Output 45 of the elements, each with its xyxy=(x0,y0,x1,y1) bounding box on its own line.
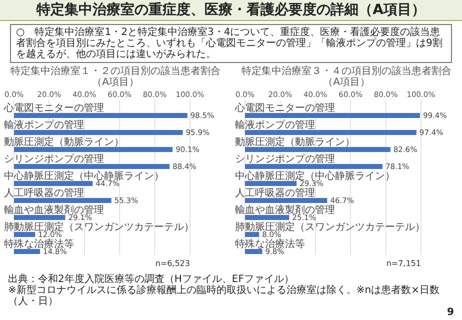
bar xyxy=(14,249,40,254)
text: n=7,151 xyxy=(386,259,421,268)
bar xyxy=(14,181,93,186)
bar xyxy=(14,164,170,169)
text: 9 xyxy=(447,307,454,318)
bar xyxy=(245,198,328,203)
bar xyxy=(245,249,262,254)
y-tick-label: 中心静脈圧測定（中心静脈ライン） xyxy=(235,170,395,182)
bar xyxy=(245,113,420,118)
bar xyxy=(14,130,183,135)
chart-title: 特定集中治療室３・４の項目別の該当患者割合（A項目） xyxy=(240,66,452,88)
text: ○ 特定集中治療室1・2と特定集中治療室3・4について、重症度、医療・看護必要度の該当患者割合を項目別にみたところ、いずれも「心電図モニターの管理」「輸液ポンプの管理」は9割を越えるが、他の項目には違いがみられた。 xyxy=(10,24,452,63)
bar xyxy=(245,181,297,186)
y-tick-label: 特殊な治療法等 xyxy=(235,238,305,250)
y-tick-label: 輸血や血液製剤の管理 xyxy=(4,204,104,216)
y-tick-label: 動脈圧測定（動脈ライン） xyxy=(235,136,355,148)
bar xyxy=(14,147,173,152)
bar xyxy=(245,147,390,152)
y-tick-label: 心電図モニターの管理 xyxy=(234,102,335,114)
y-tick-label: 特殊な治療法等 xyxy=(4,238,74,250)
y-tick-label: 輸血や血液製剤の管理 xyxy=(235,204,335,216)
y-tick-label: シリンジポンプの管理 xyxy=(4,153,104,165)
y-tick-label: 輸液ポンプの管理 xyxy=(235,119,315,131)
y-tick-label: 肺動脈圧測定（スワンガンツカテーテル） xyxy=(235,221,425,233)
y-tick-label: 心電図モニターの管理 xyxy=(3,102,104,114)
bar xyxy=(245,215,290,220)
y-tick-label: 動脈圧測定（動脈ライン） xyxy=(4,136,124,148)
y-tick-label: シリンジポンプの管理 xyxy=(235,153,335,165)
y-tick-label: 肺動脈圧測定（スワンガンツカテーテル） xyxy=(4,221,194,233)
chart-title: 特定集中治療室１・２の項目別の該当患者割合（A項目） xyxy=(10,66,222,88)
bar xyxy=(245,164,382,169)
bar xyxy=(14,232,36,237)
text: 特定集中治療室の重症度、医療・看護必要度の詳細（A項目） xyxy=(0,0,462,21)
bar xyxy=(14,113,188,118)
y-tick-label: 輸液ポンプの管理 xyxy=(4,119,84,131)
y-tick-label: 人工呼吸器の管理 xyxy=(235,187,315,199)
y-tick-label: 中心静脈圧測定（中心静脈ライン） xyxy=(4,170,164,182)
bar xyxy=(14,215,66,220)
y-tick-label: 人工呼吸器の管理 xyxy=(4,187,84,199)
bar xyxy=(245,232,260,237)
text: ※新型コロナウイルスに係る診療報酬上の臨時的取扱いによる治療室は除く。※nは患者数×日数（人・日） xyxy=(8,285,440,307)
bar xyxy=(14,198,112,203)
bar xyxy=(245,130,416,135)
source-note: 出典：令和2年度入院医療等の調査（Hファイル、EFファイル） xyxy=(8,274,294,285)
text: n=6,523 xyxy=(155,259,190,268)
